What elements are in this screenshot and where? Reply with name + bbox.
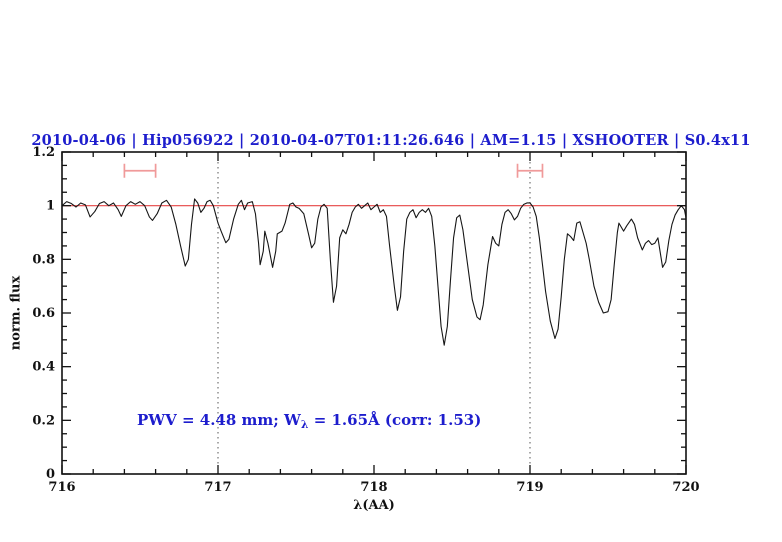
band-range-marker-1 bbox=[123, 163, 157, 178]
band-range-marker-2 bbox=[516, 163, 544, 178]
x-tick-label: 718 bbox=[360, 480, 387, 495]
pwv-annotation: PWV = 4.48 mm; Wλ = 1.65Å (corr: 1.53) bbox=[137, 411, 481, 431]
x-tick-label: 719 bbox=[516, 480, 543, 495]
pwv-annotation-prefix: PWV = 4.48 mm; W bbox=[137, 411, 301, 429]
x-axis-title: λ(AA) bbox=[353, 498, 395, 513]
y-tick-label: 1 bbox=[46, 199, 55, 214]
y-tick-label: 0.8 bbox=[32, 252, 55, 267]
y-tick-label: 0.6 bbox=[32, 306, 55, 321]
pwv-annotation-suffix: = 1.65Å (corr: 1.53) bbox=[308, 411, 482, 429]
x-tick-label: 720 bbox=[672, 480, 699, 495]
x-tick-label: 717 bbox=[204, 480, 231, 495]
observation-title: 2010-04-06 | Hip056922 | 2010-04-07T01:1… bbox=[31, 132, 751, 149]
y-tick-label: 1.2 bbox=[32, 145, 55, 160]
telluric-spectrum-line bbox=[61, 198, 687, 346]
pwv-annotation-lambda-subscript: λ bbox=[300, 418, 309, 432]
y-tick-label: 0.4 bbox=[32, 360, 55, 375]
y-tick-label: 0 bbox=[46, 467, 55, 482]
x-tick-label: 716 bbox=[48, 480, 75, 495]
y-axis-title: norm. flux bbox=[8, 275, 24, 351]
y-tick-label: 0.2 bbox=[32, 413, 55, 428]
